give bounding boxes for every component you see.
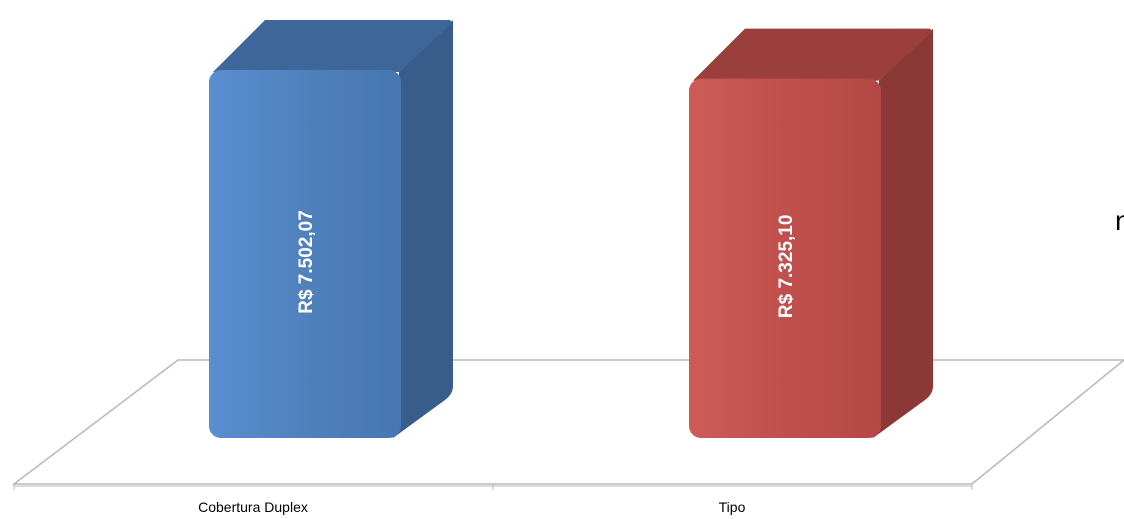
bar-top-0 [213, 20, 451, 72]
edge-text: n [1115, 205, 1124, 236]
category-label-1: Tipo [719, 499, 746, 515]
data-label-1: R$ 7.325,10 [776, 215, 797, 319]
category-label-0: Cobertura Duplex [198, 499, 308, 515]
bar-top-1 [693, 28, 931, 81]
data-label-0: R$ 7.502,07 [296, 210, 317, 314]
bar-1 [689, 78, 881, 438]
floor-plane [11, 359, 1124, 485]
bar-side-1 [873, 28, 933, 438]
bars-layer [209, 20, 933, 438]
labels-layer: R$ 7.502,07 Cobertura Duplex R$ 7.325,10 Ti… [198, 210, 797, 515]
bar-side-0 [393, 20, 453, 438]
bar-0 [209, 70, 401, 438]
